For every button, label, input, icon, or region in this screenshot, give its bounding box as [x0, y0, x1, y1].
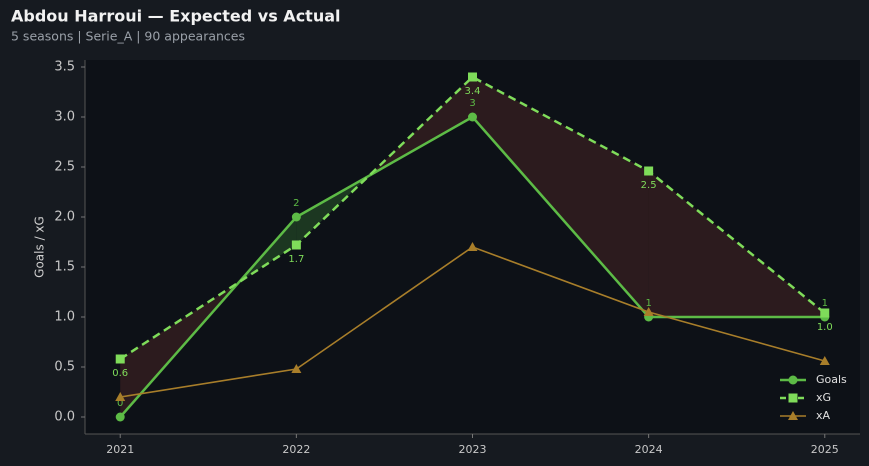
data-label: 1.0 — [817, 322, 833, 333]
data-label: 3 — [469, 98, 475, 109]
y-tick-label: 3.0 — [54, 110, 75, 125]
y-tick-label: 0.0 — [54, 410, 75, 425]
x-tick-label: 2021 — [106, 443, 134, 456]
data-label: 1 — [822, 298, 828, 309]
y-tick-label: 1.5 — [54, 260, 75, 275]
shade — [472, 77, 649, 317]
x-tick-label: 2025 — [811, 443, 839, 456]
data-label: 0 — [117, 398, 123, 409]
shade — [648, 171, 825, 317]
legend-marker — [788, 375, 798, 385]
y-axis-label: Goals / xG — [33, 216, 47, 278]
legend-label: xG — [816, 391, 831, 404]
data-point — [291, 364, 302, 373]
chart-title: Abdou Harroui — Expected vs Actual — [11, 7, 341, 26]
y-tick-label: 3.5 — [54, 60, 75, 75]
data-point — [291, 240, 301, 250]
data-point — [115, 354, 125, 364]
shade — [296, 175, 369, 245]
y-tick-label: 2.5 — [54, 160, 75, 175]
legend-marker — [788, 393, 798, 403]
x-tick-label: 2023 — [459, 443, 487, 456]
data-label: 2 — [293, 198, 299, 209]
x-tick-label: 2024 — [635, 443, 663, 456]
data-label: 1 — [645, 298, 651, 309]
data-label: 0.6 — [112, 368, 128, 379]
legend-marker — [788, 411, 798, 420]
legend: Goals xG xA — [780, 373, 847, 422]
data-point — [467, 242, 478, 251]
legend-label: Goals — [816, 373, 847, 386]
data-label: 3.4 — [465, 86, 481, 97]
data-point — [820, 308, 830, 318]
data-point — [115, 392, 126, 401]
data-point — [643, 307, 654, 316]
data-point — [468, 72, 477, 82]
data-point — [291, 212, 301, 222]
y-tick-label: 0.5 — [54, 360, 75, 375]
y-tick-label: 1.0 — [54, 310, 75, 325]
legend-label: xA — [816, 409, 831, 422]
series-line — [119, 75, 826, 361]
data-label: 2.5 — [641, 180, 657, 191]
y-tick-label: 2.0 — [54, 210, 75, 225]
data-point — [468, 112, 477, 122]
chart-subtitle: 5 seasons | Serie_A | 90 appearances — [11, 29, 245, 44]
x-tick-label: 2022 — [282, 443, 310, 456]
data-point — [115, 412, 125, 422]
data-point — [644, 166, 654, 176]
data-label: 1.7 — [288, 254, 304, 265]
data-point — [819, 356, 830, 365]
